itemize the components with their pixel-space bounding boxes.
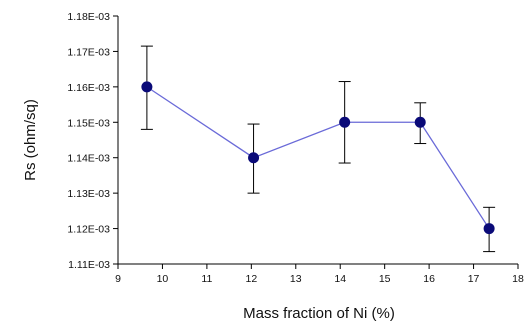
y-tick-label: 1.13E-03: [67, 188, 110, 200]
series-layer: [140, 45, 496, 253]
x-tick-label: 13: [290, 273, 302, 285]
x-tick-label: 18: [512, 273, 524, 285]
data-point: [248, 152, 260, 164]
y-tick-label: 1.14E-03: [67, 153, 110, 165]
data-point: [141, 81, 153, 93]
x-tick-label: 15: [379, 273, 391, 285]
y-ticks: 1.11E-03 1.12E-03 1.13E-03 1.14E-03 1.15E-03…: [67, 11, 118, 271]
x-tick-label: 10: [157, 273, 169, 285]
x-tick-label: 11: [201, 273, 212, 285]
x-tick-label: 16: [423, 273, 435, 285]
x-tick-label: 14: [334, 273, 346, 285]
y-axis-label: Rs (ohm/sq): [22, 99, 39, 181]
data-point: [339, 116, 351, 128]
x-tick-label: 17: [468, 273, 480, 285]
data-point: [483, 223, 495, 235]
y-tick-label: 1.11E-03: [68, 259, 110, 271]
y-tick-label: 1.12E-03: [67, 224, 110, 236]
data-point: [414, 116, 426, 128]
y-tick-label: 1.15E-03: [67, 117, 110, 129]
y-tick-label: 1.16E-03: [67, 82, 110, 94]
x-tick-label: 9: [115, 273, 121, 285]
plot-area: 9 10 11 12 13 14 15 16 17 18 1.11E-03 1.12E-03 1.13…: [67, 11, 524, 285]
x-axis-label: Mass fraction of Ni (%): [243, 305, 395, 322]
y-tick-label: 1.17E-03: [67, 46, 110, 58]
y-tick-label: 1.18E-03: [67, 11, 110, 23]
series-line: [146, 86, 490, 229]
x-tick-label: 12: [245, 273, 257, 285]
x-ticks: 9 10 11 12 13 14 15 16 17 18: [115, 264, 524, 285]
